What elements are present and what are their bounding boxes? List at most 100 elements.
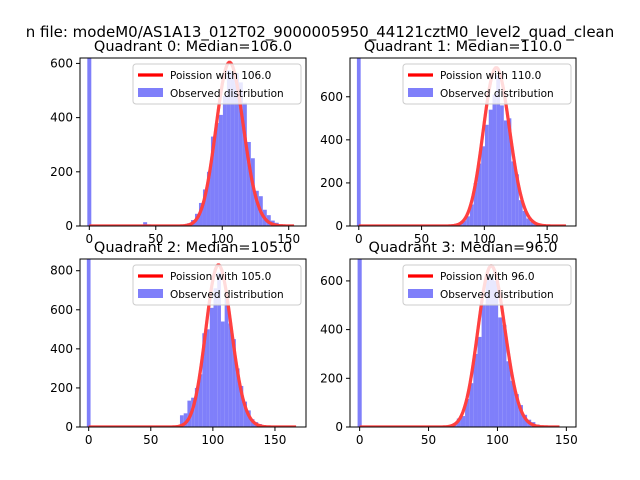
observed-bar — [477, 336, 482, 427]
quadrant-1-panel: 0 50 100 150 0 200 400 600 Quadrant 1: Median=11… — [320, 39, 577, 246]
observed-bar — [194, 387, 199, 427]
observed-bar — [209, 307, 214, 427]
observed-bar — [530, 221, 534, 226]
observed-bar — [492, 94, 497, 226]
observed-bar — [511, 161, 516, 226]
legend-observed-label: Observed distribution — [170, 88, 284, 100]
legend-box — [132, 264, 302, 306]
observed-bar — [466, 216, 470, 226]
observed-bar — [243, 401, 248, 427]
observed-bar — [213, 288, 218, 427]
y-tick-label: 400 — [50, 342, 73, 356]
observed-bar — [357, 259, 362, 427]
y-tick-label: 800 — [50, 264, 73, 278]
quadrant-3-panel: 0 50 100 150 0 200 400 600 Quadrant 3: Median=96… — [320, 240, 578, 447]
x-tick-label: 50 — [148, 232, 163, 246]
observed-bar — [214, 123, 219, 226]
legend-poisson-label: Poission with 105.0 — [170, 271, 271, 283]
observed-bar — [500, 105, 504, 226]
poisson-curve — [358, 66, 567, 226]
x-tick-label: 150 — [277, 232, 300, 246]
observed-bar — [226, 70, 231, 226]
y-tick-label: 200 — [320, 176, 343, 190]
x-tick-label: 150 — [536, 232, 559, 246]
observed-bar — [477, 163, 482, 226]
y-tick-label: 0 — [335, 219, 343, 233]
x-tick-label: 0 — [85, 433, 93, 447]
figure-suptitle: n file: modeM0/AS1A13_012T02_9000005950_… — [26, 23, 615, 42]
legend-box — [132, 63, 302, 105]
x-tick-label: 150 — [555, 433, 578, 447]
poisson-curve-overlay — [358, 66, 566, 226]
observed-bar — [218, 114, 223, 226]
observed-bar — [230, 71, 235, 226]
observed-bar — [356, 58, 361, 226]
observed-bar — [510, 380, 515, 427]
observed-bar — [217, 272, 221, 427]
observed-bar — [506, 361, 511, 427]
observed-bar — [235, 368, 240, 427]
observed-bar — [502, 324, 507, 427]
legend: Poission with 110.0 Observed distribution — [402, 63, 572, 105]
legend-box — [402, 264, 572, 306]
observed-bar — [222, 95, 227, 226]
observed-bar — [254, 190, 259, 226]
poisson-curve — [359, 264, 560, 427]
observed-bar — [202, 189, 207, 226]
observed-bar — [518, 405, 523, 427]
observed-bar — [234, 72, 239, 226]
data-marks — [87, 58, 295, 226]
observed-bar — [503, 120, 508, 226]
observed-bar — [87, 58, 92, 226]
observed-bar — [242, 102, 247, 226]
legend-observed-label: Observed distribution — [440, 88, 554, 100]
observed-bar — [507, 118, 512, 226]
x-tick-label: 0 — [355, 232, 363, 246]
legend-observed-swatch — [138, 289, 163, 298]
observed-bar — [522, 210, 527, 226]
y-tick-label: 600 — [50, 56, 73, 70]
observed-bar — [220, 321, 225, 427]
y-tick-label: 400 — [50, 111, 73, 125]
observed-bar — [522, 414, 528, 427]
observed-bar — [143, 222, 148, 226]
y-tick-label: 400 — [320, 323, 343, 337]
axes-frame — [79, 258, 307, 428]
observed-bar — [465, 399, 470, 427]
observed-bar — [202, 333, 207, 427]
observed-bar — [485, 273, 490, 427]
legend: Poission with 106.0 Observed distribution — [132, 63, 302, 105]
y-tick-label: 200 — [320, 371, 343, 385]
observed-bar — [239, 385, 244, 427]
data-marks — [86, 259, 297, 427]
legend-observed-swatch — [408, 289, 433, 298]
legend-poisson-label: Poission with 110.0 — [440, 70, 541, 82]
x-tick-label: 150 — [264, 433, 287, 447]
observed-bar — [481, 305, 486, 427]
x-tick-label: 0 — [356, 433, 364, 447]
quadrant-0-panel: 0 50 100 150 0 200 400 600 Quadrant 0: Median=10… — [50, 39, 307, 246]
observed-bar — [206, 329, 210, 427]
panel-title: Quadrant 0: Median=106.0 — [94, 39, 292, 55]
observed-bar — [526, 218, 531, 226]
observed-bar — [488, 109, 493, 226]
poisson-curve — [89, 60, 295, 226]
legend-observed-label: Observed distribution — [170, 289, 284, 301]
poisson-curve — [88, 263, 297, 427]
observed-bar — [498, 317, 503, 427]
quadrant-2-panel: 0 50 100 150 0 200 400 600 800 Quadrant 2: Median… — [50, 240, 307, 447]
observed-bar — [460, 416, 466, 427]
axes-frame — [349, 258, 577, 428]
x-tick-label: 100 — [486, 433, 509, 447]
observed-bar — [494, 280, 499, 427]
legend-box — [402, 63, 572, 105]
y-tick-label: 400 — [320, 133, 343, 147]
x-tick-label: 100 — [201, 433, 224, 447]
legend-observed-label: Observed distribution — [440, 289, 554, 301]
y-tick-label: 600 — [320, 274, 343, 288]
y-tick-label: 0 — [335, 420, 343, 434]
observed-bar — [198, 374, 203, 427]
observed-bar — [224, 298, 229, 427]
observed-bar — [238, 82, 243, 226]
